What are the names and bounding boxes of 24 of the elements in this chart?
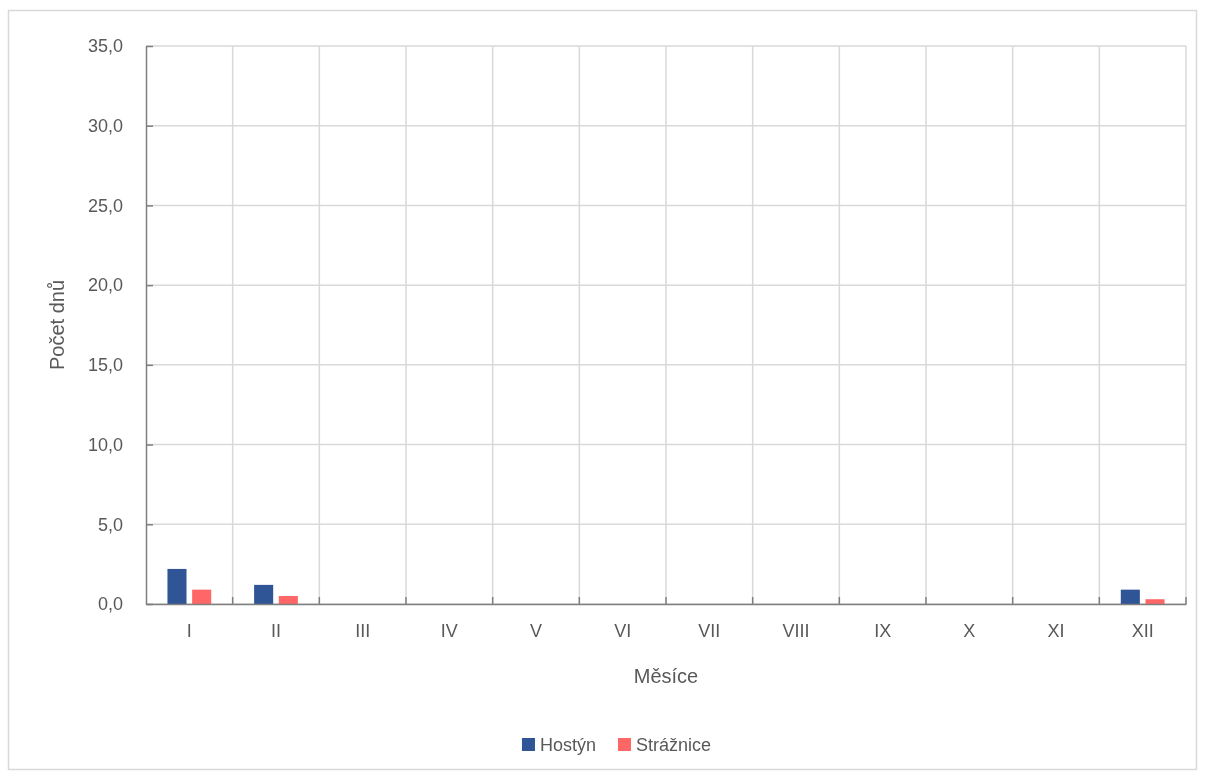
y-tick-label: 10,0: [87, 434, 123, 455]
x-tick-label: V: [529, 620, 543, 641]
x-tick-label: VII: [698, 620, 721, 641]
legend-label: Hostýn: [539, 735, 596, 756]
x-tick-label: IV: [440, 620, 458, 641]
y-tick-label: 20,0: [87, 275, 123, 296]
y-tick-label: 15,0: [87, 355, 123, 376]
x-tick-label: VI: [614, 620, 632, 641]
x-tick-label: IX: [874, 620, 892, 641]
y-axis-title: Počet dnů: [46, 279, 68, 371]
x-tick-label: X: [963, 620, 976, 641]
legend-label: Strážnice: [635, 735, 712, 756]
x-tick-label: III: [355, 620, 371, 641]
x-tick-label: II: [270, 620, 282, 641]
y-tick-label: 25,0: [87, 195, 123, 216]
y-tick-label: 35,0: [87, 36, 123, 57]
x-tick-label: I: [186, 620, 192, 641]
x-tick-label: VIII: [782, 620, 810, 641]
x-tick-label: XII: [1131, 620, 1154, 641]
x-axis-title: Měsíce: [633, 665, 699, 687]
y-tick-label: 30,0: [87, 115, 123, 136]
y-tick-label: 0,0: [97, 594, 123, 615]
x-tick-label: XI: [1047, 620, 1065, 641]
y-tick-label: 5,0: [97, 514, 123, 535]
